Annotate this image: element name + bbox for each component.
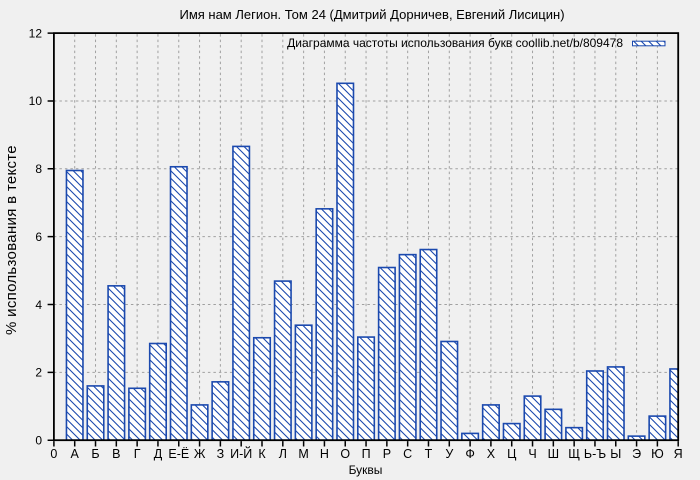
svg-text:Т: Т xyxy=(425,447,433,461)
svg-text:Х: Х xyxy=(487,447,496,461)
svg-text:Л: Л xyxy=(279,447,287,461)
svg-text:У: У xyxy=(445,447,453,461)
svg-text:10: 10 xyxy=(29,94,43,108)
svg-text:Р: Р xyxy=(383,447,391,461)
svg-text:0: 0 xyxy=(50,447,57,461)
svg-text:О: О xyxy=(340,447,350,461)
svg-text:Д: Д xyxy=(154,447,163,461)
svg-text:Е-Ё: Е-Ё xyxy=(168,447,189,461)
svg-text:Ю: Ю xyxy=(651,447,664,461)
svg-text:Э: Э xyxy=(632,447,641,461)
svg-text:З: З xyxy=(217,447,225,461)
svg-text:Ц: Ц xyxy=(507,447,517,461)
svg-text:Б: Б xyxy=(91,447,99,461)
svg-text:4: 4 xyxy=(35,298,42,312)
svg-text:Щ: Щ xyxy=(568,447,580,461)
svg-text:В: В xyxy=(112,447,120,461)
svg-text:Н: Н xyxy=(320,447,329,461)
svg-text:Буквы: Буквы xyxy=(349,463,383,477)
svg-text:8: 8 xyxy=(35,162,42,176)
svg-text:0: 0 xyxy=(35,434,42,448)
svg-text:% использования в тексте: % использования в тексте xyxy=(3,145,20,335)
svg-text:Г: Г xyxy=(134,447,141,461)
svg-text:А: А xyxy=(71,447,80,461)
svg-text:Ш: Ш xyxy=(548,447,559,461)
svg-text:П: П xyxy=(362,447,371,461)
svg-text:Ь-Ъ: Ь-Ъ xyxy=(584,447,606,461)
svg-text:Ф: Ф xyxy=(465,447,475,461)
svg-text:Я: Я xyxy=(674,447,683,461)
svg-text:Диаграмма частоты использовани: Диаграмма частоты использования букв coo… xyxy=(287,36,623,50)
svg-text:Ч: Ч xyxy=(528,447,536,461)
svg-text:Ж: Ж xyxy=(194,447,206,461)
svg-text:К: К xyxy=(258,447,266,461)
svg-text:Ы: Ы xyxy=(610,447,621,461)
svg-text:6: 6 xyxy=(35,230,42,244)
svg-text:2: 2 xyxy=(35,366,42,380)
svg-text:И-Й: И-Й xyxy=(230,446,252,461)
svg-text:12: 12 xyxy=(29,26,43,40)
svg-text:М: М xyxy=(298,447,308,461)
svg-text:С: С xyxy=(403,447,412,461)
svg-text:Имя нам Легион. Том 24 (Дмитри: Имя нам Легион. Том 24 (Дмитрий Дорничев… xyxy=(179,7,564,22)
